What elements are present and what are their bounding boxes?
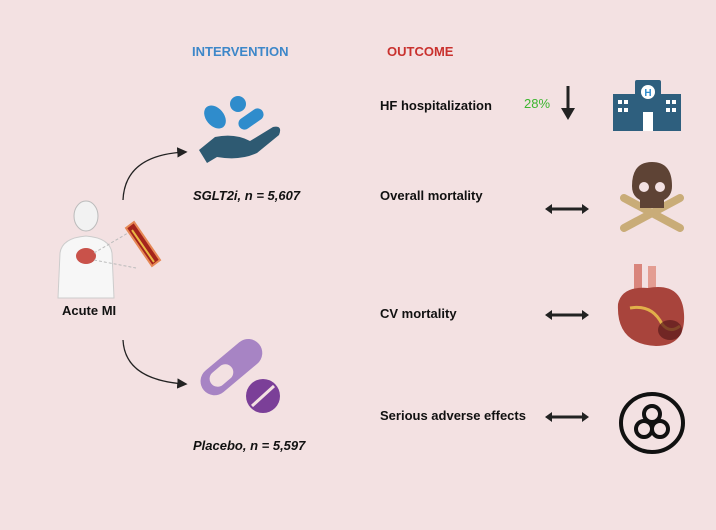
outcome-hf-hospitalization: HF hospitalization xyxy=(380,98,492,113)
outcome-overall-mortality: Overall mortality xyxy=(380,188,483,203)
skull-crossbones-icon xyxy=(620,162,684,232)
hand-pills-icon xyxy=(199,96,281,163)
outcome-serious-adverse-effects: Serious adverse effects xyxy=(380,408,526,423)
hospital-icon: H xyxy=(613,80,681,131)
neutral-arrow-icon xyxy=(545,412,589,422)
sglt2i-arm-label: SGLT2i, n = 5,607 xyxy=(193,188,301,203)
neutral-arrow-icon xyxy=(545,204,589,214)
arrow-to-placebo xyxy=(122,339,188,389)
intervention-header: INTERVENTION xyxy=(192,44,289,59)
patient-label: Acute MI xyxy=(62,303,117,318)
placebo-pill-icon xyxy=(200,338,280,413)
arrow-to-sglt2i xyxy=(122,147,188,201)
branch-arrows xyxy=(122,147,188,389)
neutral-arrow-icon xyxy=(545,310,589,320)
svg-text:H: H xyxy=(644,88,651,99)
biohazard-icon xyxy=(619,392,685,454)
outcome-header: OUTCOME xyxy=(387,44,454,59)
heart-icon xyxy=(617,264,685,346)
placebo-arm-label: Placebo, n = 5,597 xyxy=(193,438,306,453)
down-arrow-icon xyxy=(561,86,575,120)
hf-effect-value: 28% xyxy=(524,96,551,111)
outcome-cv-mortality: CV mortality xyxy=(380,306,457,321)
patient-figure-icon xyxy=(57,200,162,299)
